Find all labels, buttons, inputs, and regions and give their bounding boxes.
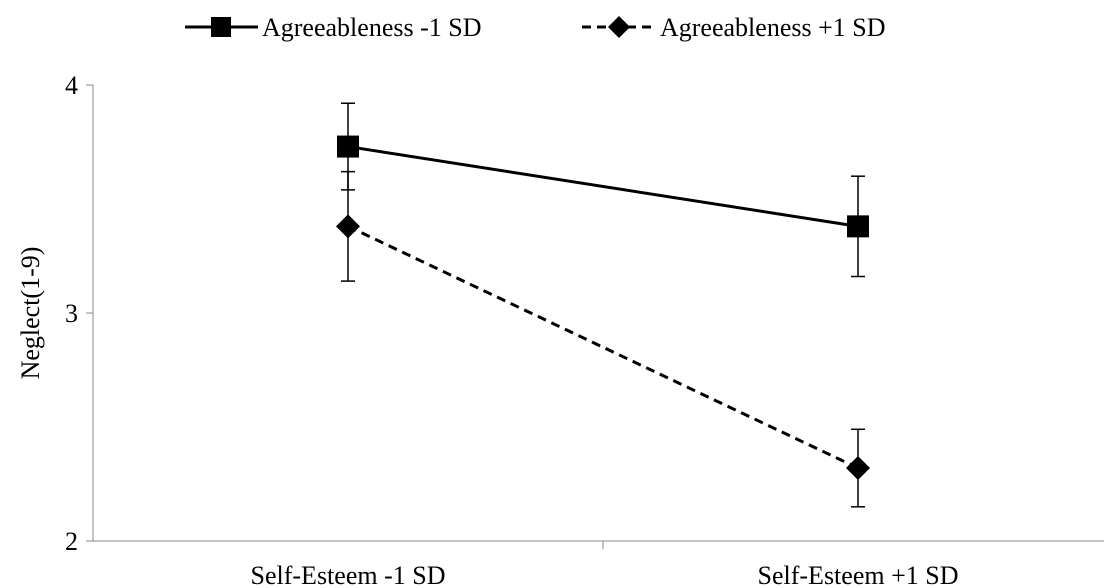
- y-axis-title: Neglect(1-9): [16, 247, 45, 380]
- series-layer: [336, 102, 870, 508]
- y-tick-label-1: 3: [65, 299, 78, 328]
- legend-marker-1: [608, 16, 630, 38]
- y-tick-label-0: 2: [65, 527, 78, 556]
- legend-label-0: Agreeableness -1 SD: [262, 13, 482, 42]
- point-0-0: [337, 135, 359, 158]
- y-ticks: 2 3 4: [65, 71, 93, 556]
- point-1-0: [336, 214, 360, 239]
- series-line-1: [347, 225, 859, 470]
- axes: [92, 85, 1104, 549]
- point-0-1: [847, 215, 869, 238]
- x-category-label-1: Self-Esteem +1 SD: [758, 561, 959, 588]
- legend-marker-0: [211, 17, 231, 37]
- series-line-0: [347, 145, 859, 228]
- legend: Agreeableness -1 SD Agreeableness +1 SD: [185, 13, 886, 42]
- legend-entry-1: Agreeableness +1 SD: [582, 13, 886, 42]
- y-tick-label-2: 4: [65, 71, 78, 100]
- legend-label-1: Agreeableness +1 SD: [660, 13, 886, 42]
- x-category-label-0: Self-Esteem -1 SD: [251, 561, 446, 588]
- legend-entry-0: Agreeableness -1 SD: [185, 13, 482, 42]
- point-1-1: [846, 456, 870, 481]
- series-0: [337, 102, 869, 278]
- series-1: [336, 170, 870, 508]
